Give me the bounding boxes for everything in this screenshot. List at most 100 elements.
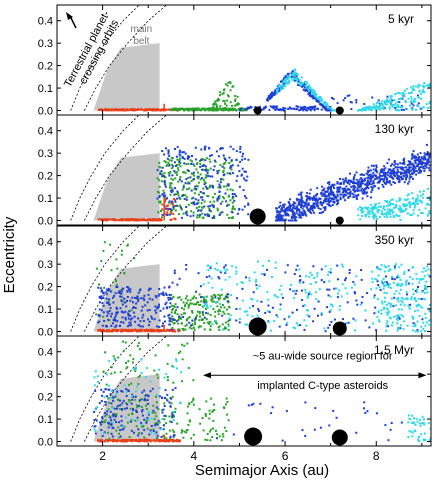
particle — [344, 279, 346, 282]
particle — [373, 174, 376, 177]
particle — [151, 108, 154, 111]
particle — [327, 294, 330, 297]
particle — [342, 99, 345, 102]
particle — [419, 278, 422, 281]
particle — [163, 196, 166, 199]
particle — [187, 162, 190, 165]
particle — [415, 156, 418, 158]
particle — [337, 278, 339, 281]
particle — [343, 188, 346, 191]
particle — [172, 296, 175, 298]
particle — [123, 109, 126, 112]
particle — [410, 157, 413, 160]
particle — [349, 172, 351, 175]
particle — [235, 195, 238, 198]
particle — [99, 287, 102, 290]
particle — [155, 395, 158, 398]
particle — [149, 390, 152, 393]
particle — [299, 324, 302, 327]
particle — [277, 219, 280, 222]
particle — [163, 181, 166, 183]
particle — [175, 308, 178, 311]
particle — [184, 325, 187, 327]
particle — [270, 412, 273, 415]
particle — [423, 164, 426, 167]
particle — [129, 321, 132, 324]
particle — [409, 92, 412, 94]
particle — [396, 106, 399, 109]
particle — [416, 320, 419, 323]
particle — [280, 209, 283, 212]
particle — [98, 320, 101, 323]
particle — [127, 288, 130, 291]
particle — [421, 290, 424, 293]
particle — [216, 172, 219, 175]
particle — [212, 409, 215, 412]
particle — [174, 209, 177, 212]
particle — [425, 103, 428, 106]
particle — [159, 173, 162, 176]
particle — [207, 195, 210, 198]
particle — [402, 298, 405, 301]
particle — [414, 169, 417, 172]
particle — [187, 155, 190, 158]
particle — [326, 195, 329, 198]
particle — [266, 291, 269, 293]
particle — [131, 393, 134, 396]
particle — [122, 330, 124, 333]
particle — [162, 291, 165, 294]
particle — [376, 106, 379, 109]
particle — [316, 107, 319, 110]
particle — [170, 415, 173, 417]
particle — [268, 96, 271, 99]
particle — [267, 304, 270, 307]
particle — [231, 172, 234, 175]
particle — [426, 151, 429, 154]
particle — [210, 295, 213, 298]
particle — [225, 397, 228, 400]
particle — [241, 167, 244, 170]
particle — [207, 169, 210, 172]
particle — [209, 325, 212, 328]
particle — [175, 173, 178, 176]
particle — [352, 185, 355, 187]
particle — [361, 178, 364, 181]
particle — [154, 218, 157, 221]
particle — [422, 190, 425, 193]
particle — [366, 195, 369, 198]
particle — [161, 150, 164, 152]
particle — [304, 213, 307, 216]
particle — [384, 424, 387, 427]
particle — [206, 187, 208, 190]
particle — [212, 427, 215, 430]
particle — [299, 279, 302, 281]
particle — [137, 383, 140, 386]
particle — [366, 191, 368, 194]
particle — [197, 301, 200, 303]
particle — [250, 297, 253, 300]
particle — [163, 405, 166, 407]
particle — [262, 264, 264, 267]
particle — [396, 322, 399, 325]
particle — [371, 174, 374, 177]
particle — [410, 107, 413, 110]
particle — [184, 194, 187, 197]
particle — [121, 287, 124, 290]
particle — [428, 83, 431, 85]
particle — [377, 176, 380, 179]
particle — [382, 287, 385, 290]
particle — [158, 196, 161, 198]
particle — [278, 89, 281, 92]
particle — [162, 195, 165, 198]
particle — [168, 415, 171, 418]
particle — [400, 308, 403, 311]
particle — [396, 298, 399, 301]
particle — [375, 164, 378, 167]
particle — [171, 395, 174, 398]
particle — [197, 181, 200, 184]
particle — [128, 383, 130, 386]
particle — [143, 109, 146, 112]
particle — [392, 214, 395, 217]
particle — [372, 164, 375, 167]
particle — [150, 329, 152, 332]
